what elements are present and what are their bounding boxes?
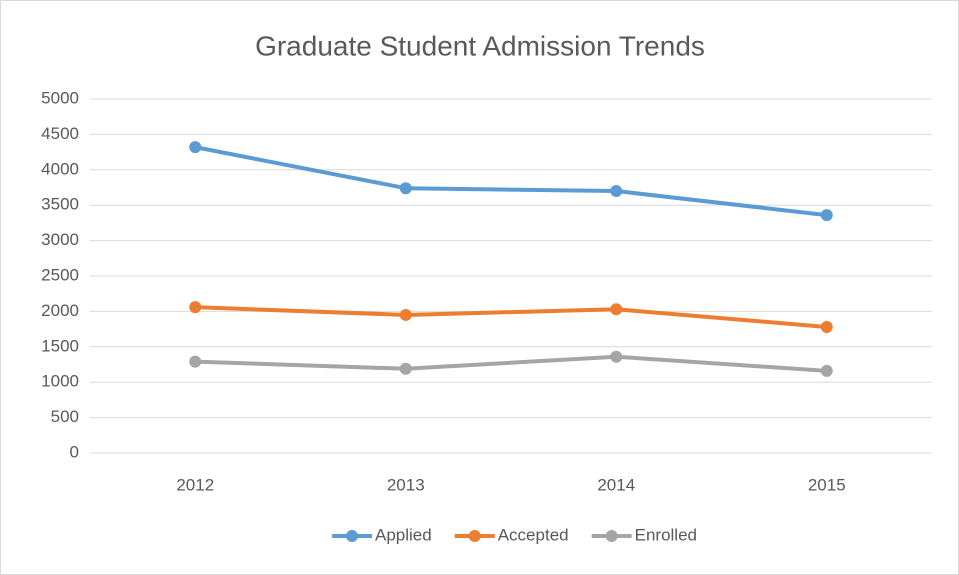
data-point xyxy=(189,301,202,314)
data-point xyxy=(399,182,412,195)
x-tick-label: 2012 xyxy=(176,475,214,494)
series-line xyxy=(193,354,829,373)
series-line xyxy=(193,145,829,218)
y-tick-label: 1500 xyxy=(41,336,79,355)
chart-title: Graduate Student Admission Trends xyxy=(255,30,705,61)
y-tick-label: 0 xyxy=(70,442,79,461)
x-tick-label: 2015 xyxy=(808,475,846,494)
x-tick-label: 2014 xyxy=(597,475,635,494)
data-point xyxy=(610,303,623,316)
x-tick-label: 2013 xyxy=(387,475,425,494)
data-point xyxy=(610,185,623,198)
legend-label: Accepted xyxy=(498,525,569,544)
legend-marker xyxy=(605,530,618,542)
y-tick-label: 3000 xyxy=(41,230,79,249)
data-point xyxy=(189,355,202,368)
data-point xyxy=(820,364,833,377)
data-point xyxy=(820,320,833,333)
data-point xyxy=(610,350,623,363)
y-tick-label: 4000 xyxy=(41,159,79,178)
series-line xyxy=(193,305,829,329)
y-tick-label: 5000 xyxy=(41,88,79,107)
data-point xyxy=(820,209,833,222)
legend-marker xyxy=(346,530,359,542)
data-point xyxy=(399,362,412,375)
legend-label: Applied xyxy=(375,525,432,544)
y-tick-label: 3500 xyxy=(41,195,79,214)
y-tick-label: 1000 xyxy=(41,372,79,391)
legend-label: Enrolled xyxy=(635,525,697,544)
y-tick-label: 2500 xyxy=(41,265,79,284)
legend-marker xyxy=(468,530,481,542)
data-point xyxy=(399,308,412,321)
y-tick-label: 2000 xyxy=(41,301,79,320)
y-tick-label: 4500 xyxy=(41,124,79,143)
y-tick-label: 500 xyxy=(51,407,79,426)
data-point xyxy=(189,141,202,154)
